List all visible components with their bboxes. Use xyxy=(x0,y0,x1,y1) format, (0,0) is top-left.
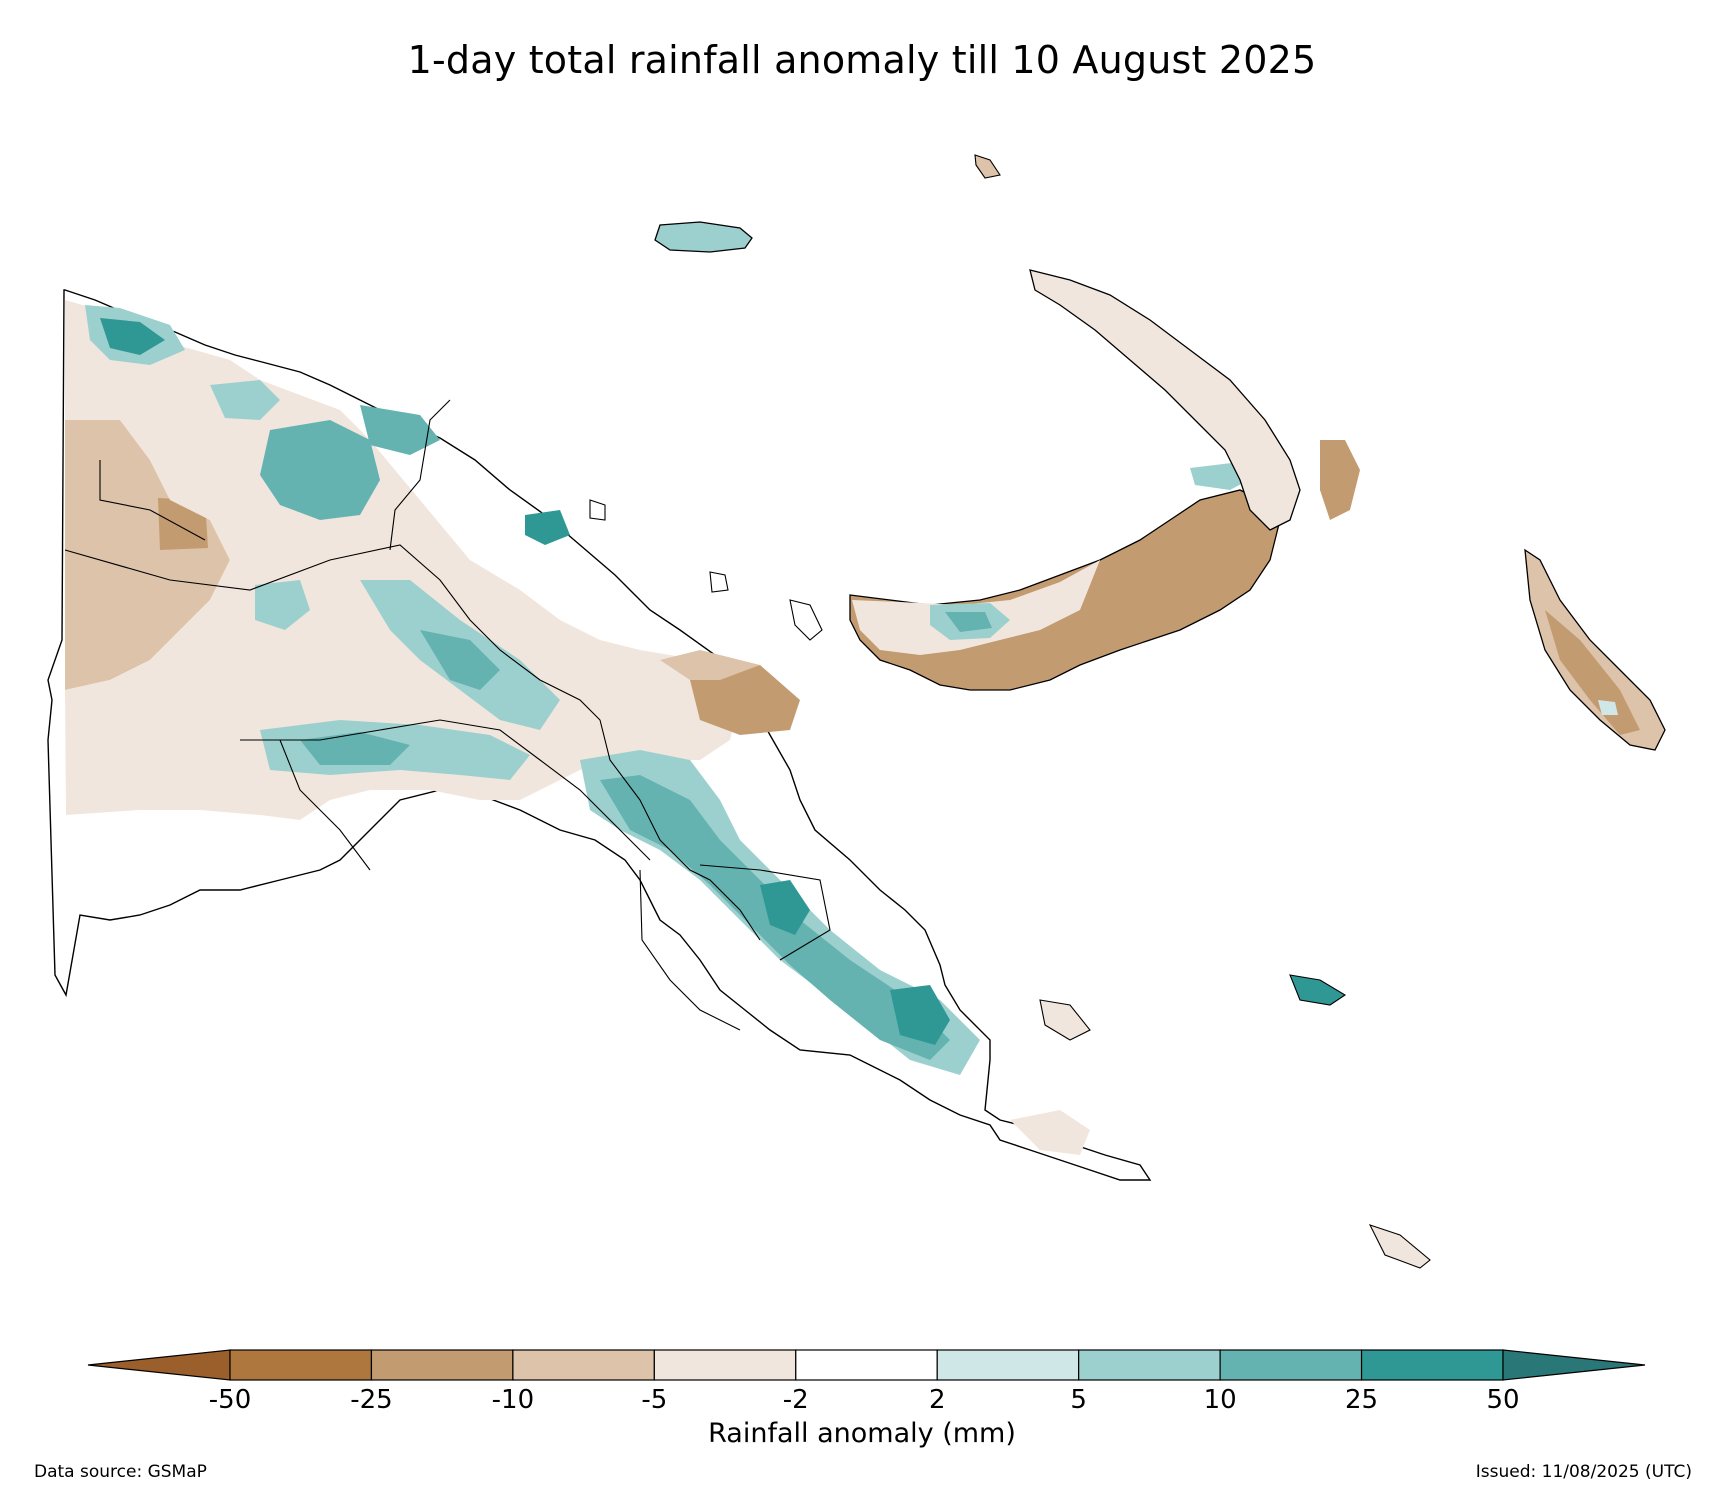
island-umboi xyxy=(709,571,729,593)
map-title: 1-day total rainfall anomaly till 10 Aug… xyxy=(407,38,1317,82)
anomaly-wet-north-1-core xyxy=(100,318,165,355)
bougainville-island xyxy=(1524,548,1666,751)
anomaly-dry-southeast-tip xyxy=(1010,1110,1090,1155)
data-source: Data source: GSMaP xyxy=(34,1462,207,1482)
colorbar-label: Rainfall anomaly (mm) xyxy=(708,1418,1016,1449)
province-borders xyxy=(64,399,831,1031)
anomaly-wet-north-4 xyxy=(360,405,440,455)
island-long xyxy=(789,599,823,641)
colorbar-tick-label: -5 xyxy=(641,1385,668,1415)
island-eastern-wet xyxy=(1289,974,1347,1006)
island-milne-bay xyxy=(1039,999,1091,1041)
colorbar-tick-label: 2 xyxy=(928,1385,946,1415)
anomaly-wet-central-1 xyxy=(255,580,310,630)
colorbar-tick-label: 10 xyxy=(1203,1385,1237,1415)
anomaly-wet-north-5 xyxy=(525,510,570,545)
colorbar-tick-label: 25 xyxy=(1345,1385,1379,1415)
anomaly-light-dry-east xyxy=(660,650,760,680)
issued-date: Issued: 11/08/2025 (UTC) xyxy=(1475,1462,1692,1482)
colorbar-tick-label: -25 xyxy=(350,1385,393,1415)
colorbar-tick-label: 5 xyxy=(1070,1385,1087,1415)
anomaly-dry-west xyxy=(65,420,230,690)
new-ireland-dry-core xyxy=(1320,440,1360,520)
island-southeast xyxy=(1368,1224,1431,1269)
anomaly-wet-north-2 xyxy=(210,380,280,420)
anomaly-wet-band-core xyxy=(300,732,410,765)
colorbar-tick-label: -2 xyxy=(782,1385,809,1415)
anomaly-wet-north-3 xyxy=(260,420,380,520)
anomaly-wet-central-2-core xyxy=(420,630,500,690)
bougainville-dry-core xyxy=(1545,610,1640,735)
island-karkar xyxy=(589,499,606,521)
colorbar-tick-label: -10 xyxy=(491,1385,535,1415)
new-britain-wet-core xyxy=(945,612,992,632)
bougainville-wet-spot xyxy=(1598,700,1618,715)
anomaly-wet-east-core xyxy=(760,880,810,935)
new-ireland-island xyxy=(1029,269,1301,531)
colorbar-tick-label: -50 xyxy=(208,1385,252,1415)
anomaly-dry-east xyxy=(690,665,800,735)
anomaly-light-dry-west xyxy=(65,300,740,820)
island-north-small xyxy=(974,154,1001,179)
colorbar-tick-label: 50 xyxy=(1486,1385,1520,1415)
manus-island xyxy=(654,221,753,253)
anomaly-wet-oro-core xyxy=(890,985,950,1045)
